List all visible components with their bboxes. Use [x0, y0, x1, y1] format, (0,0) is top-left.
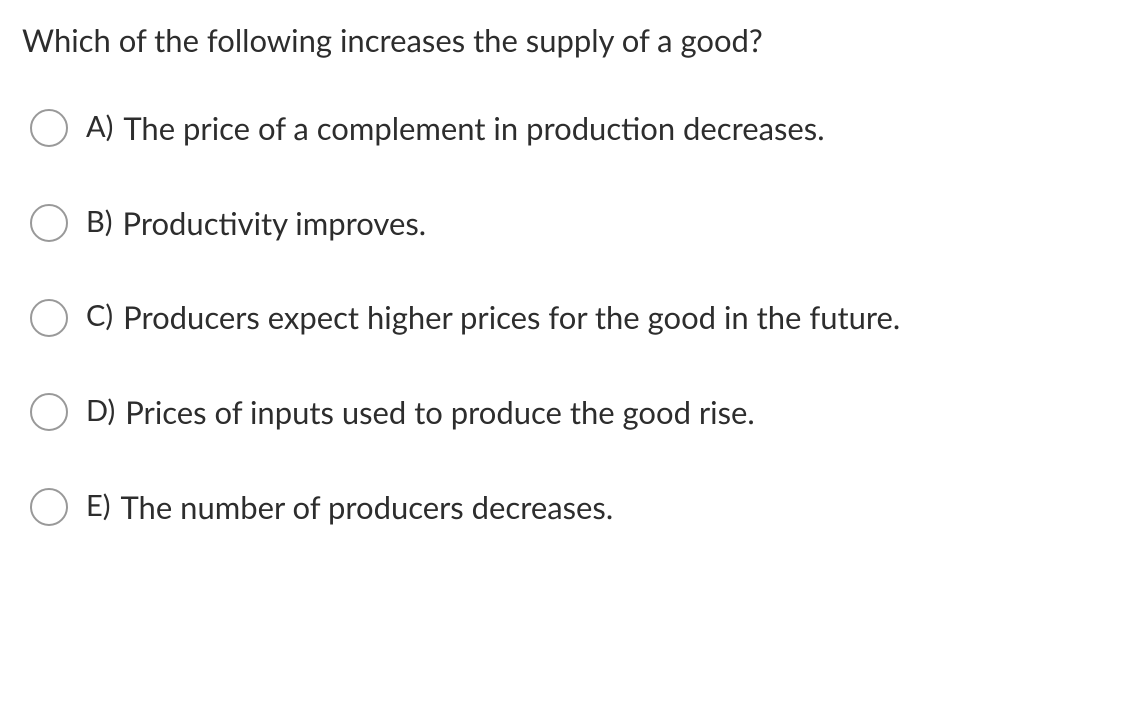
radio-e[interactable] — [30, 488, 68, 526]
option-b-label: B) Productivity improves. — [86, 203, 426, 244]
option-e-letter: E) — [86, 487, 111, 525]
option-a-label: A) The price of a complement in producti… — [86, 108, 825, 149]
option-b-text: Productivity improves. — [123, 203, 427, 243]
option-c-text: Producers expect higher prices for the g… — [123, 297, 900, 337]
option-c-letter: C) — [86, 297, 113, 335]
option-e[interactable]: E) The number of producers decreases. — [30, 487, 1118, 528]
option-d-label: D) Prices of inputs used to produce the … — [86, 392, 755, 433]
option-a-letter: A) — [86, 108, 113, 146]
options-container: A) The price of a complement in producti… — [22, 108, 1118, 527]
option-d[interactable]: D) Prices of inputs used to produce the … — [30, 392, 1118, 433]
option-b-letter: B) — [86, 203, 113, 241]
option-c-label: C) Producers expect higher prices for th… — [86, 297, 900, 338]
option-e-label: E) The number of producers decreases. — [86, 487, 613, 528]
radio-c[interactable] — [30, 299, 68, 337]
question-text: Which of the following increases the sup… — [22, 20, 1118, 62]
radio-d[interactable] — [30, 393, 68, 431]
option-a-text: The price of a complement in production … — [123, 108, 824, 148]
radio-a[interactable] — [30, 109, 68, 147]
option-d-letter: D) — [86, 392, 115, 430]
option-c[interactable]: C) Producers expect higher prices for th… — [30, 297, 1118, 338]
option-d-text: Prices of inputs used to produce the goo… — [125, 392, 755, 432]
radio-b[interactable] — [30, 204, 68, 242]
option-a[interactable]: A) The price of a complement in producti… — [30, 108, 1118, 149]
option-e-text: The number of producers decreases. — [121, 487, 614, 527]
option-b[interactable]: B) Productivity improves. — [30, 203, 1118, 244]
